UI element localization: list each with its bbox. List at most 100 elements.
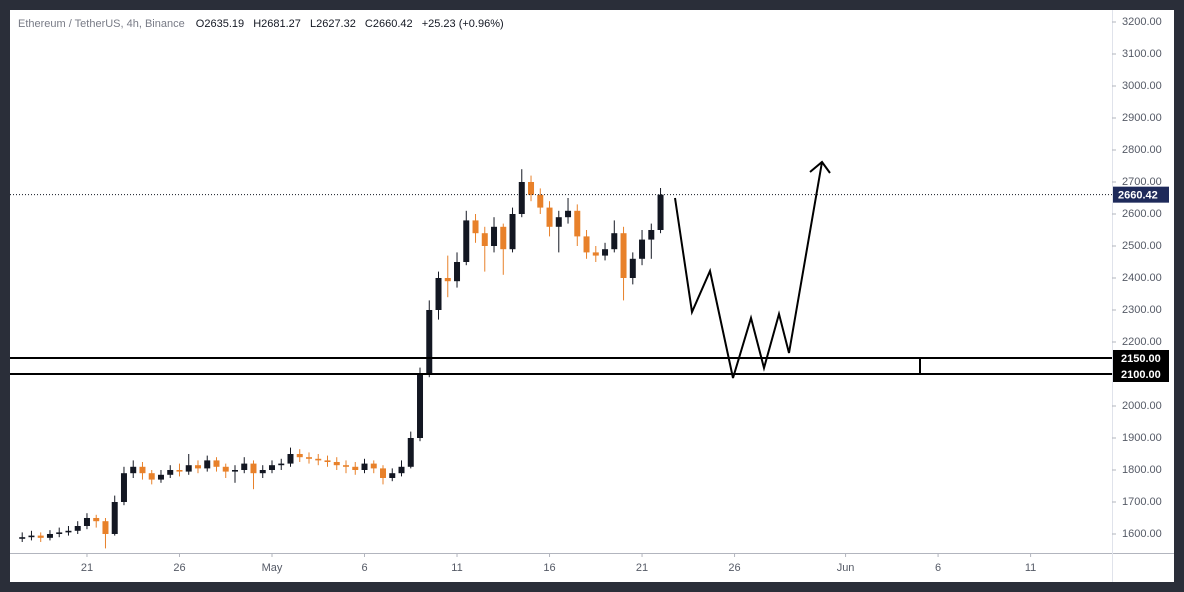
candle-body: [157, 474, 164, 480]
y-tick-label: 3200.00: [1122, 16, 1162, 28]
y-tick-label: 1700.00: [1122, 496, 1162, 508]
y-tick-label: 2400.00: [1122, 272, 1162, 284]
legend-item: L2627.32: [310, 18, 356, 30]
y-tick-label: 2300.00: [1122, 304, 1162, 316]
candle-body: [65, 530, 72, 533]
candle-body: [93, 517, 100, 522]
last-price-label: 2660.42: [1118, 190, 1158, 202]
candle-body: [620, 233, 627, 278]
candle-body: [528, 181, 535, 195]
candle-body: [185, 465, 192, 472]
candle-body: [139, 466, 146, 474]
candle-body: [19, 537, 26, 539]
candle-body: [74, 525, 81, 531]
y-tick-label: 1800.00: [1122, 464, 1162, 476]
candle-body: [407, 437, 414, 467]
candle-body: [241, 463, 248, 470]
projection-path: [674, 161, 823, 379]
chart-title: Ethereum / TetherUS, 4h, Binance: [18, 18, 185, 30]
projection-drawing: [674, 160, 921, 379]
candle-body: [333, 461, 340, 466]
chart-background: [10, 10, 1174, 582]
candle-body: [546, 207, 553, 227]
candle-body: [417, 373, 424, 438]
x-tick-label: 6: [361, 562, 367, 574]
candle-body: [611, 233, 618, 250]
candle-body: [46, 533, 53, 538]
candle-body: [454, 261, 461, 282]
y-tick-label: 2800.00: [1122, 144, 1162, 156]
x-tick-label: 21: [81, 562, 93, 574]
candle-body: [259, 469, 266, 474]
candle-body: [592, 252, 599, 256]
candle-body: [380, 468, 387, 478]
level-label: 2100.00: [1121, 369, 1161, 381]
projection-arrowhead: [809, 160, 831, 174]
candle-body: [398, 466, 405, 474]
legend-item: O2635.19: [196, 18, 244, 30]
candle-body: [56, 532, 63, 534]
candle-body: [194, 465, 201, 469]
candle-body: [28, 535, 35, 538]
candle-body: [444, 277, 451, 282]
candle-body: [555, 217, 562, 227]
y-tick-label: 2700.00: [1122, 176, 1162, 188]
candle-body: [426, 309, 433, 374]
candle-body: [352, 466, 359, 470]
candle-body: [500, 226, 507, 250]
candle-body: [639, 239, 646, 259]
candle-body: [37, 535, 44, 538]
plot: [10, 169, 1112, 549]
candle-body: [361, 463, 368, 470]
candle-body: [130, 466, 137, 474]
y-tick-label: 2900.00: [1122, 112, 1162, 124]
level-badge: [1113, 349, 1169, 366]
candle-body: [148, 473, 155, 480]
candle-body: [509, 213, 516, 250]
y-tick-label: 3000.00: [1122, 80, 1162, 92]
candle-body: [315, 458, 322, 461]
y-tick-label: 2200.00: [1122, 336, 1162, 348]
x-tick-label: 26: [728, 562, 740, 574]
x-tick-label: 11: [1025, 562, 1036, 574]
candle-body: [629, 258, 636, 278]
candle-body: [278, 463, 285, 466]
candle-body: [389, 473, 396, 478]
candle-body: [167, 469, 174, 475]
candle-body: [435, 277, 442, 310]
level-badge: [1113, 365, 1169, 382]
y-tick-label: 2600.00: [1122, 208, 1162, 220]
candle-body: [491, 226, 498, 246]
candle-body: [370, 463, 377, 469]
y-tick-label: 1900.00: [1122, 432, 1162, 444]
candle-body: [648, 229, 655, 240]
y-tick-label: 3100.00: [1122, 48, 1162, 60]
last-price-badge: [1113, 186, 1169, 203]
chart-header: Ethereum / TetherUS, 4h, Binance O2635.1…: [18, 18, 504, 30]
x-tick-label: 26: [173, 562, 185, 574]
x-tick-label: 6: [935, 562, 941, 574]
candle-body: [296, 453, 303, 458]
candle-body: [602, 249, 609, 256]
candle-body: [481, 233, 488, 246]
candle-body: [222, 466, 229, 472]
candle-body: [176, 469, 183, 472]
x-tick-label: 11: [451, 562, 462, 574]
candle-body: [111, 501, 118, 534]
candle-body: [537, 194, 544, 208]
legend-item: C2660.42: [365, 18, 413, 30]
candle-body: [574, 210, 581, 237]
candle-body: [565, 210, 572, 218]
candle-body: [305, 457, 312, 459]
y-tick-label: 1600.00: [1122, 528, 1162, 540]
candle-body: [120, 473, 127, 502]
x-tick-label: 16: [543, 562, 555, 574]
candle-body: [213, 460, 220, 467]
x-tick-label: Jun: [837, 562, 855, 574]
legend-item: H2681.27: [253, 18, 301, 30]
y-tick-label: 2500.00: [1122, 240, 1162, 252]
candle-body: [250, 463, 257, 474]
candle-body: [324, 460, 331, 462]
